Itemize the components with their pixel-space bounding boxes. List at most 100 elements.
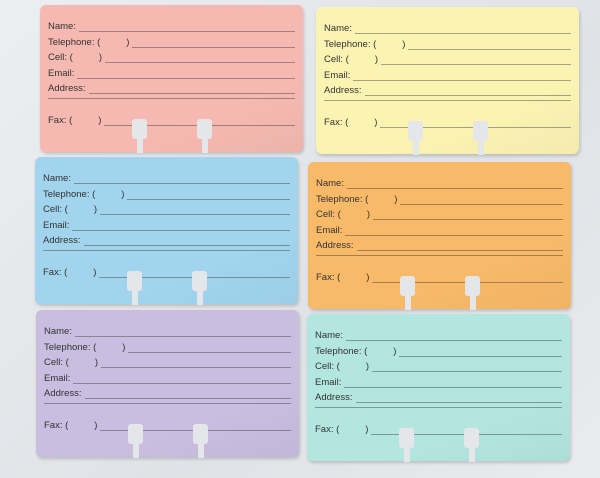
rolodex-slot	[464, 428, 479, 448]
rolodex-slot	[473, 121, 488, 141]
close-paren: )	[94, 357, 98, 368]
rolodex-card-blue: Name: Telephone: () Cell: () Email: Address:…	[35, 157, 298, 305]
rolodex-slot	[399, 428, 414, 448]
close-paren: )	[394, 194, 398, 205]
field-label: Email:	[315, 377, 342, 388]
field-label: Telephone: (	[316, 194, 369, 205]
field-cell: Cell: ()	[316, 206, 563, 220]
field-label: Fax: (	[315, 424, 340, 435]
field-label: Address:	[315, 392, 353, 403]
rolodex-slot-stem	[197, 440, 204, 458]
field-label: Name:	[315, 330, 343, 341]
field-telephone: Telephone: ()	[324, 36, 571, 50]
rolodex-slot	[128, 424, 143, 444]
write-line	[83, 235, 290, 246]
field-label: Email:	[44, 373, 71, 384]
rolodex-card-mint: Name: Telephone: () Cell: () Email: Address:…	[307, 314, 570, 462]
field-email: Email:	[315, 374, 562, 388]
close-paren: )	[122, 342, 126, 353]
write-line	[364, 85, 571, 96]
rolodex-card-pink: Name: Telephone: () Cell: () Email: Address:…	[40, 5, 303, 153]
field-label: Telephone: (	[324, 39, 377, 50]
rolodex-card-orange: Name: Telephone: () Cell: () Email: Address:…	[308, 162, 571, 310]
rolodex-slot	[132, 119, 147, 139]
field-cell: Cell: ()	[48, 49, 295, 63]
write-line	[344, 377, 562, 388]
field-label: Telephone: (	[48, 37, 101, 48]
field-cell: Cell: ()	[43, 201, 290, 215]
field-label: Fax: (	[44, 420, 69, 431]
write-line	[73, 173, 290, 184]
write-line	[354, 23, 571, 34]
rolodex-slot-stem	[412, 137, 419, 155]
write-line	[345, 330, 562, 341]
field-name: Name:	[44, 323, 291, 337]
field-label: Fax: (	[316, 272, 341, 283]
write-line	[355, 392, 562, 403]
rolodex-slot	[197, 119, 212, 139]
write-line	[104, 52, 295, 63]
rolodex-slot-stem	[468, 444, 475, 462]
field-address: Address:	[324, 82, 571, 96]
field-email: Email:	[44, 370, 291, 384]
field-label: Name:	[324, 23, 352, 34]
write-line	[356, 240, 563, 251]
field-label: Cell: (	[316, 209, 341, 220]
field-label: Cell: (	[315, 361, 340, 372]
close-paren: )	[93, 267, 97, 278]
field-label: Name:	[44, 326, 72, 337]
field-fax: Fax: ()	[315, 421, 562, 435]
close-paren: )	[121, 189, 125, 200]
write-line	[72, 220, 290, 231]
write-line	[371, 361, 562, 372]
field-email: Email:	[316, 222, 563, 236]
field-email: Email:	[324, 67, 571, 81]
field-telephone: Telephone: ()	[48, 34, 295, 48]
field-label: Email:	[324, 70, 351, 81]
write-line	[100, 357, 291, 368]
field-label: Email:	[48, 68, 75, 79]
field-fax: Fax: ()	[324, 114, 571, 128]
field-address: Address:	[315, 389, 562, 403]
write-line	[78, 21, 295, 32]
rolodex-slot	[192, 271, 207, 291]
field-telephone: Telephone: ()	[43, 186, 290, 200]
field-address: Address:	[44, 385, 291, 399]
rolodex-slot-stem	[403, 444, 410, 462]
close-paren: )	[126, 37, 130, 48]
rolodex-slot	[400, 276, 415, 296]
field-label: Name:	[43, 173, 71, 184]
blank-line	[48, 98, 295, 99]
rolodex-slot-stem	[201, 135, 208, 153]
field-label: Telephone: (	[43, 189, 96, 200]
field-email: Email:	[48, 65, 295, 79]
close-paren: )	[402, 39, 406, 50]
write-line	[399, 346, 562, 357]
field-fax: Fax: ()	[48, 112, 295, 126]
write-line	[128, 342, 291, 353]
blank-line	[324, 100, 571, 101]
field-name: Name:	[316, 175, 563, 189]
rolodex-card-yellow: Name: Telephone: () Cell: () Email: Address:…	[316, 7, 579, 155]
field-label: Address:	[44, 388, 82, 399]
field-label: Telephone: (	[44, 342, 97, 353]
field-label: Name:	[48, 21, 76, 32]
field-cell: Cell: ()	[324, 51, 571, 65]
write-line	[380, 54, 571, 65]
field-label: Fax: (	[48, 115, 73, 126]
blank-line	[44, 403, 291, 404]
write-line	[77, 68, 295, 79]
close-paren: )	[98, 52, 102, 63]
field-address: Address:	[43, 232, 290, 246]
field-address: Address:	[316, 237, 563, 251]
field-name: Name:	[324, 20, 571, 34]
field-telephone: Telephone: ()	[44, 339, 291, 353]
rolodex-slot	[193, 424, 208, 444]
field-label: Fax: (	[43, 267, 68, 278]
write-line	[74, 326, 291, 337]
close-paren: )	[94, 420, 98, 431]
rolodex-slot-stem	[477, 137, 484, 155]
field-fax: Fax: ()	[43, 264, 290, 278]
write-line	[408, 39, 571, 50]
blank-line	[43, 250, 290, 251]
